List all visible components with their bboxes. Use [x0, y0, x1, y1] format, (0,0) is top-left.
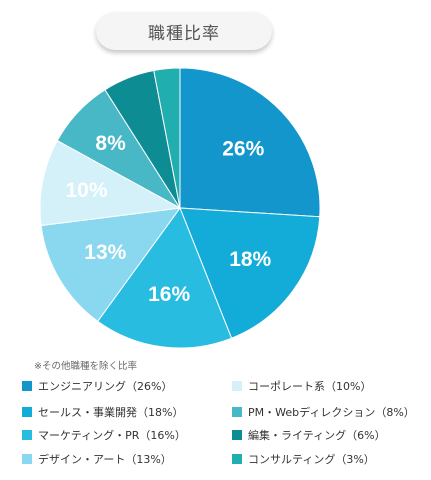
legend-item-design: デザイン・アート（13%） — [22, 451, 172, 467]
legend-swatch — [22, 430, 32, 440]
legend-item-marketing: マーケティング・PR（16%） — [22, 427, 186, 443]
legend-item-pm-web: PM・Webディレクション（8%） — [232, 404, 415, 420]
legend-item-engineering: エンジニアリング（26%） — [22, 378, 172, 394]
pie-slice-0 — [179, 67, 321, 218]
legend-swatch — [232, 454, 242, 464]
legend-label: コンサルティング（3%） — [248, 453, 375, 466]
slice-label-1: 18% — [229, 248, 271, 271]
legend-swatch — [22, 407, 32, 417]
legend-label: コーポレート系（10%） — [248, 380, 372, 393]
legend-swatch — [22, 381, 32, 391]
legend-label: エンジニアリング（26%） — [38, 380, 173, 393]
slice-label-4: 10% — [65, 179, 107, 202]
pie-slice-2 — [97, 206, 233, 349]
legend-item-editing: 編集・ライティング（6%） — [232, 427, 386, 443]
pie-slice-1 — [179, 207, 321, 339]
legend-label: デザイン・アート（13%） — [38, 453, 172, 466]
legend-swatch — [22, 454, 32, 464]
legend-label: セールス・事業開発（18%） — [38, 406, 184, 419]
legend-label: マーケティング・PR（16%） — [38, 429, 186, 442]
slice-label-5: 8% — [95, 132, 126, 155]
legend-label: PM・Webディレクション（8%） — [248, 406, 415, 419]
legend-swatch — [232, 430, 242, 440]
legend-label: 編集・ライティング（6%） — [248, 429, 386, 442]
chart-title: 職種比率 — [96, 12, 272, 50]
pie-chart: 26% 18% 16% 13% 10% 8% — [39, 67, 321, 349]
pie-slice-4 — [39, 139, 182, 227]
legend-item-consulting: コンサルティング（3%） — [232, 451, 375, 467]
legend-swatch — [232, 407, 242, 417]
slice-label-0: 26% — [222, 138, 264, 161]
pie-slice-3 — [40, 207, 182, 322]
pie-slice-7 — [153, 67, 181, 209]
footnote: ※その他職種を除く比率 — [34, 361, 137, 372]
legend-item-sales: セールス・事業開発（18%） — [22, 404, 183, 420]
slice-label-2: 16% — [148, 283, 190, 306]
legend: エンジニアリング（26%） セールス・事業開発（18%） マーケティング・PR（… — [22, 378, 422, 470]
legend-swatch — [232, 381, 242, 391]
slice-label-3: 13% — [84, 241, 126, 264]
legend-item-corporate: コーポレート系（10%） — [232, 378, 371, 394]
